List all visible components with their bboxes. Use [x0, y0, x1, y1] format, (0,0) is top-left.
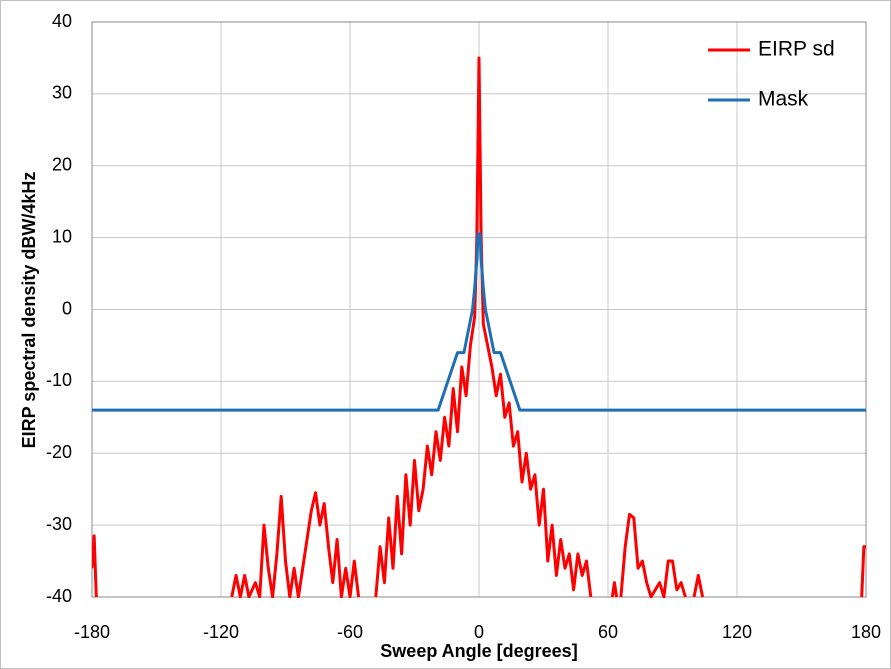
y-tick-label: 40 — [52, 11, 72, 31]
lines — [92, 56, 866, 598]
x-tick-label: -120 — [203, 622, 239, 642]
legend-label: Mask — [758, 88, 809, 111]
x-tick-label: -60 — [337, 622, 363, 642]
y-tick-label: 10 — [52, 226, 72, 246]
x-tick-label: 0 — [474, 622, 484, 642]
y-tick-label: -30 — [46, 514, 72, 534]
y-axis-label: EIRP spectral density dBW/4kHz — [19, 172, 39, 449]
y-tick-label: 30 — [52, 83, 72, 103]
y-tick-label: 20 — [52, 155, 72, 175]
y-tick-label: -10 — [46, 370, 72, 390]
plot-area — [91, 21, 867, 598]
x-tick-label: -180 — [74, 622, 110, 642]
x-axis-label: Sweep Angle [degrees] — [380, 641, 577, 661]
x-tick-label: 60 — [598, 622, 618, 642]
x-tick-label: 180 — [851, 622, 881, 642]
legend-label: EIRP sd — [758, 38, 835, 61]
x-tick-label: 120 — [722, 622, 752, 642]
y-tick-label: -40 — [46, 586, 72, 606]
y-tick-label: 0 — [62, 298, 72, 318]
y-tick-label: -20 — [46, 442, 72, 462]
series-line — [92, 232, 866, 412]
labels: -40 -30 -20 -10 0 10 20 30 40 -180 -120 -60 0 60 120 18… — [46, 11, 881, 642]
